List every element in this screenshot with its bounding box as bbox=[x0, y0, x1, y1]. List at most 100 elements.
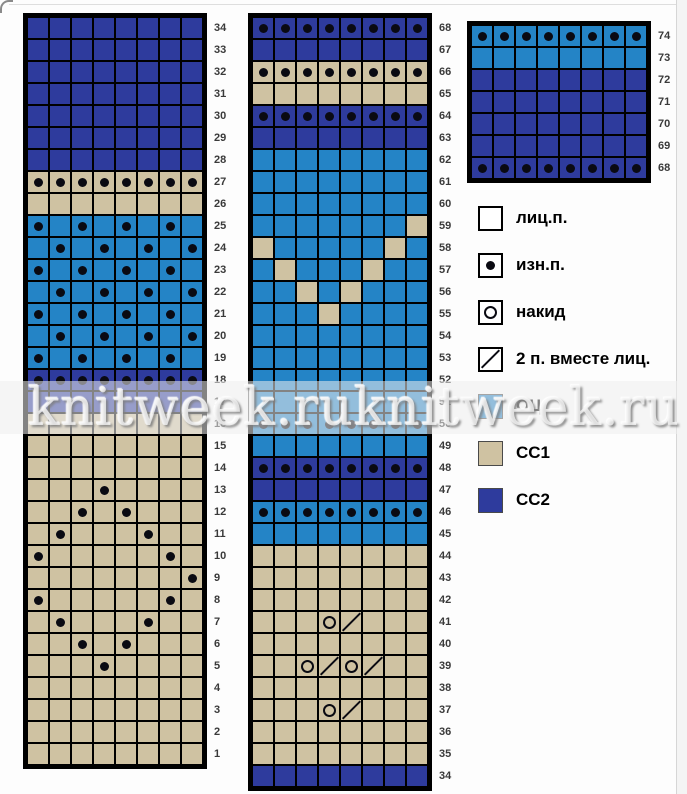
chart-row bbox=[27, 61, 203, 83]
purl-dot-icon bbox=[302, 67, 312, 77]
chart-cell bbox=[137, 303, 159, 325]
chart-cell bbox=[137, 523, 159, 545]
chart-cell bbox=[93, 281, 115, 303]
chart-cell bbox=[71, 567, 93, 589]
purl-dot-icon bbox=[412, 23, 422, 33]
chart-cell bbox=[252, 61, 274, 83]
chart-cell bbox=[340, 127, 362, 149]
purl-dot-icon bbox=[143, 331, 153, 341]
chart-cell bbox=[340, 765, 362, 787]
purl-dot-icon bbox=[258, 111, 268, 121]
chart-cell bbox=[296, 61, 318, 83]
chart-cell bbox=[362, 369, 384, 391]
chart-cell bbox=[115, 743, 137, 765]
purl-dot-icon bbox=[165, 177, 175, 187]
row-number: 38 bbox=[439, 682, 452, 694]
chart-cell bbox=[71, 259, 93, 281]
legend-label: лиц.п. bbox=[516, 208, 568, 227]
chart-cell bbox=[406, 369, 428, 391]
chart-middle-rows-34-68-row-numbers: 68 67 66 65 64 63 62 61 60 59 58 57 56 55 54 53 52 51 50 49… bbox=[439, 17, 451, 787]
chart-cell bbox=[362, 699, 384, 721]
purl-dot-icon bbox=[368, 507, 378, 517]
chart-cell bbox=[296, 765, 318, 787]
chart-cell bbox=[406, 193, 428, 215]
chart-cell bbox=[71, 545, 93, 567]
chart-cell bbox=[49, 633, 71, 655]
row-number: 71 bbox=[658, 96, 671, 108]
chart-cell bbox=[115, 17, 137, 39]
chart-cell bbox=[406, 765, 428, 787]
chart-cell bbox=[406, 215, 428, 237]
chart-cell bbox=[27, 743, 49, 765]
purl-dot-icon bbox=[280, 507, 290, 517]
chart-cell bbox=[181, 413, 203, 435]
chart-row bbox=[252, 215, 428, 237]
chart-cell bbox=[137, 391, 159, 413]
row-number: 12 bbox=[214, 506, 227, 518]
chart-row bbox=[27, 721, 203, 743]
chart-cell bbox=[384, 259, 406, 281]
chart-cell bbox=[340, 501, 362, 523]
chart-cell bbox=[625, 25, 647, 47]
chart-cell bbox=[318, 523, 340, 545]
chart-cell bbox=[274, 105, 296, 127]
chart-cell bbox=[252, 633, 274, 655]
purl-dot-icon bbox=[368, 111, 378, 121]
chart-row bbox=[27, 171, 203, 193]
chart-cell bbox=[406, 413, 428, 435]
purl-dot-icon bbox=[55, 617, 65, 627]
purl-dot-icon bbox=[33, 595, 43, 605]
chart-cell bbox=[603, 135, 625, 157]
row-number: 69 bbox=[658, 140, 671, 152]
chart-cell bbox=[384, 149, 406, 171]
purl-dot-icon bbox=[55, 243, 65, 253]
chart-cell bbox=[93, 501, 115, 523]
chart-cell bbox=[49, 149, 71, 171]
row-number: 17 bbox=[214, 396, 227, 408]
chart-cell bbox=[296, 83, 318, 105]
chart-cell bbox=[27, 523, 49, 545]
row-number: 37 bbox=[439, 704, 452, 716]
chart-cell bbox=[274, 325, 296, 347]
chart-cell bbox=[362, 127, 384, 149]
chart-cell bbox=[115, 303, 137, 325]
chart-row bbox=[252, 589, 428, 611]
chart-cell bbox=[362, 677, 384, 699]
chart-cell bbox=[318, 215, 340, 237]
chart-cell bbox=[137, 237, 159, 259]
legend-item: лиц.п. bbox=[478, 205, 650, 231]
chart-cell bbox=[515, 113, 537, 135]
chart-cell bbox=[159, 435, 181, 457]
chart-cell bbox=[581, 47, 603, 69]
chart-row bbox=[252, 611, 428, 633]
chart-cell bbox=[274, 303, 296, 325]
chart-cell bbox=[318, 655, 340, 677]
chart-cell bbox=[274, 501, 296, 523]
chart-row bbox=[252, 699, 428, 721]
row-number: 33 bbox=[214, 44, 227, 56]
chart-cell bbox=[27, 83, 49, 105]
chart-cell bbox=[115, 589, 137, 611]
row-number: 62 bbox=[439, 154, 452, 166]
purl-dot-icon bbox=[631, 31, 641, 41]
chart-row bbox=[252, 677, 428, 699]
chart-cell bbox=[27, 435, 49, 457]
purl-dot-icon bbox=[631, 163, 641, 173]
chart-row bbox=[252, 655, 428, 677]
chart-row bbox=[252, 193, 428, 215]
chart-cell bbox=[27, 281, 49, 303]
legend-color-swatch-СС2 bbox=[478, 487, 503, 513]
chart-cell bbox=[137, 655, 159, 677]
chart-cell bbox=[137, 501, 159, 523]
chart-cell bbox=[93, 479, 115, 501]
chart-row bbox=[27, 501, 203, 523]
chart-cell bbox=[406, 259, 428, 281]
chart-cell bbox=[406, 391, 428, 413]
chart-cell bbox=[296, 743, 318, 765]
chart-cell bbox=[340, 523, 362, 545]
chart-cell bbox=[159, 589, 181, 611]
row-number: 11 bbox=[214, 528, 226, 540]
chart-cell bbox=[181, 281, 203, 303]
chart-cell bbox=[340, 369, 362, 391]
chart-cell bbox=[159, 17, 181, 39]
